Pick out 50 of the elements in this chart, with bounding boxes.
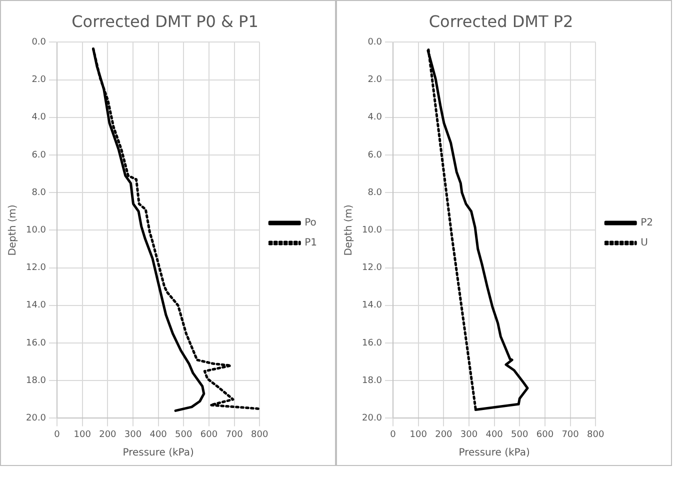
x-tick-label: 700	[226, 430, 244, 440]
y-tick-label: 8.0	[32, 188, 46, 198]
x-tick-label: 400	[150, 430, 168, 440]
x-axis-title: Pressure (kPa)	[122, 448, 194, 459]
y-tick-label: 18.0	[362, 376, 382, 386]
y-tick-label: 14.0	[26, 300, 46, 311]
x-tick-label: 700	[562, 430, 580, 440]
x-tick-label: 200	[99, 430, 117, 440]
y-tick-label: 18.0	[26, 376, 46, 386]
x-tick-label: 0	[54, 430, 60, 440]
legend-label: U	[640, 238, 648, 249]
x-tick-label: 200	[435, 430, 453, 440]
y-tick-label: 4.0	[32, 112, 46, 123]
y-tick-label: 2.0	[32, 75, 46, 86]
legend-label: Po	[304, 218, 316, 229]
y-tick-label: 2.0	[368, 75, 382, 86]
legend-label: P2	[640, 218, 654, 229]
y-tick-label: 4.0	[368, 112, 382, 123]
y-tick-label: 16.0	[26, 338, 46, 348]
y-tick-label: 10.0	[26, 226, 46, 236]
x-tick-label: 300	[460, 430, 478, 440]
y-axis-title: Depth (m)	[8, 204, 19, 256]
x-tick-label: 300	[124, 430, 142, 440]
y-tick-label: 14.0	[362, 300, 382, 311]
x-axis-title: Pressure (kPa)	[458, 448, 530, 459]
x-tick-label: 800	[251, 430, 268, 440]
x-tick-label: 0	[390, 430, 396, 440]
y-tick-label: 20.0	[362, 414, 382, 424]
legend-label: P1	[304, 238, 318, 249]
x-tick-label: 500	[511, 430, 529, 440]
y-tick-label: 16.0	[362, 338, 382, 348]
y-tick-label: 6.0	[32, 150, 46, 160]
chart-title: Corrected DMT P2	[428, 12, 574, 31]
y-tick-label: 0.0	[368, 38, 382, 48]
x-tick-label: 100	[410, 430, 428, 440]
y-tick-label: 12.0	[26, 263, 46, 274]
x-tick-label: 600	[536, 430, 554, 440]
x-tick-label: 600	[200, 430, 218, 440]
y-axis-title: Depth (m)	[344, 204, 355, 256]
x-tick-label: 100	[74, 430, 92, 440]
y-tick-label: 0.0	[32, 38, 46, 48]
x-tick-label: 500	[175, 430, 193, 440]
x-tick-label: 800	[587, 430, 604, 440]
x-tick-label: 400	[486, 430, 504, 440]
y-tick-label: 6.0	[368, 150, 382, 160]
y-tick-label: 8.0	[368, 188, 382, 198]
y-tick-label: 10.0	[362, 226, 382, 236]
y-tick-label: 12.0	[362, 263, 382, 274]
y-tick-label: 20.0	[26, 414, 46, 424]
chart-title: Corrected DMT P0 & P1	[72, 12, 258, 31]
